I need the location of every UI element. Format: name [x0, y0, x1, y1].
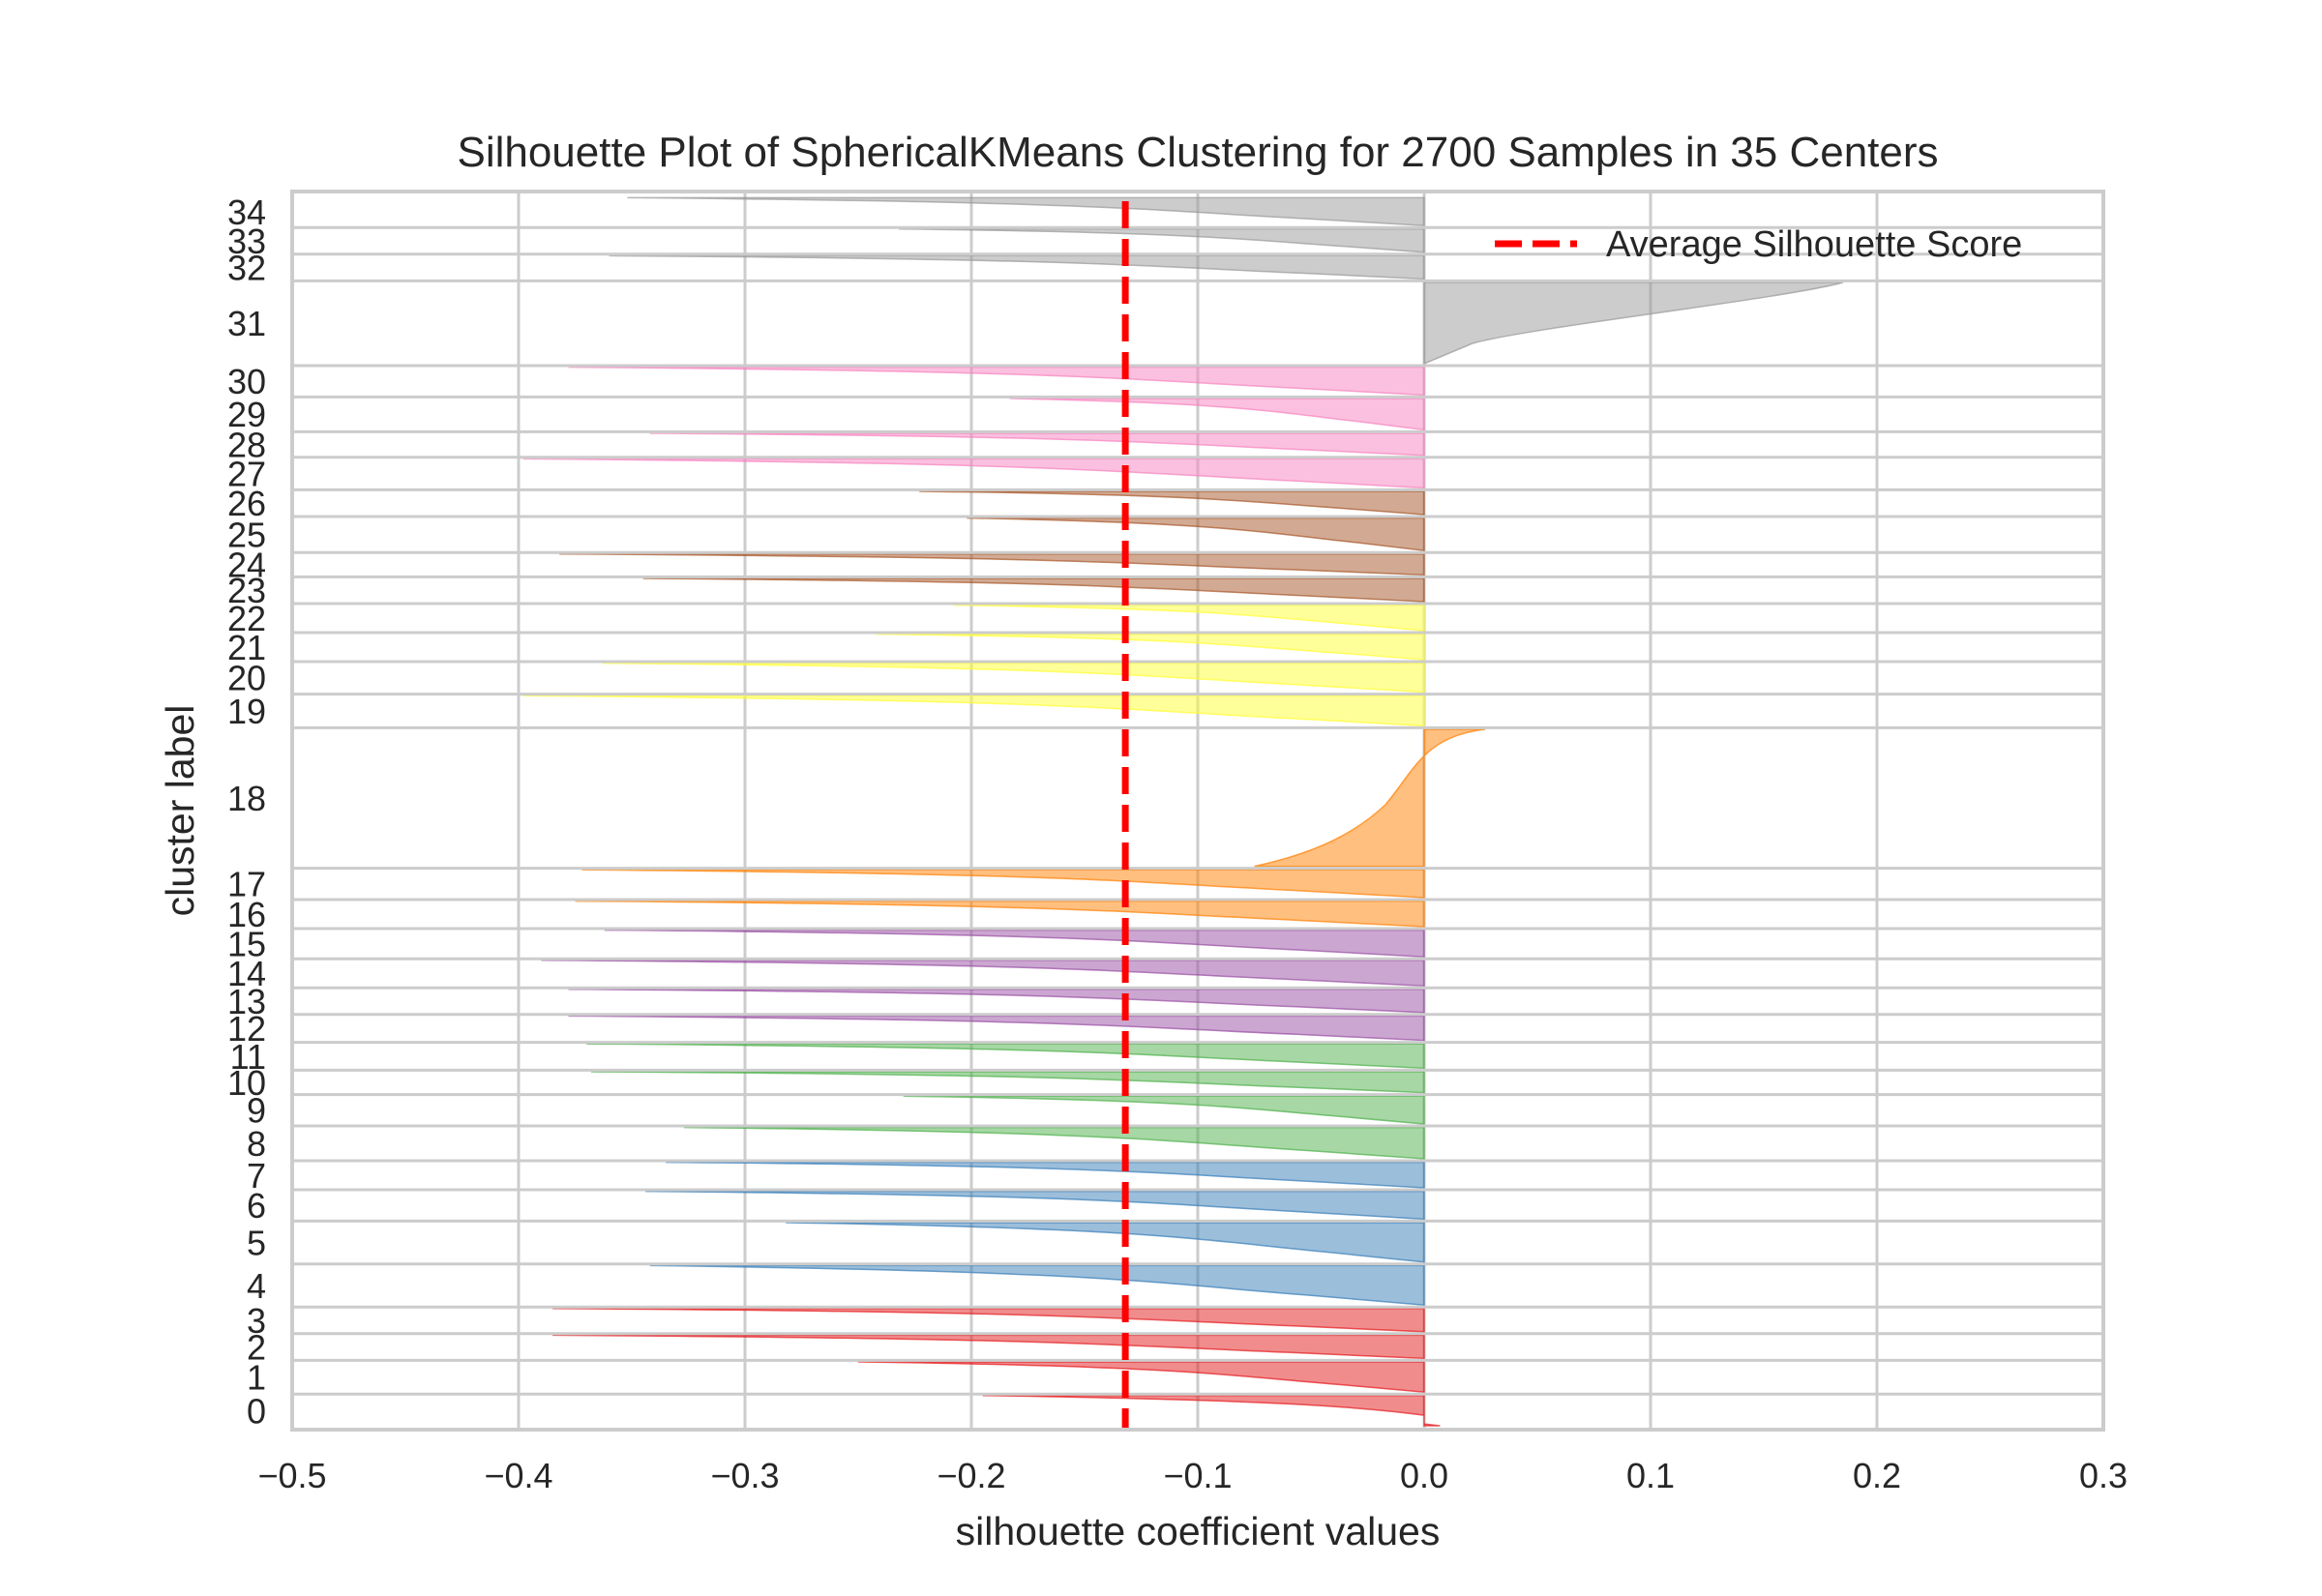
y-tick-label-cluster-31: 31 — [227, 304, 266, 343]
y-tick-label-cluster-9: 9 — [247, 1091, 266, 1131]
y-tick-label-cluster-10: 10 — [227, 1063, 266, 1103]
y-tick-label-cluster-27: 27 — [227, 454, 266, 493]
y-tick-label-cluster-11: 11 — [230, 1037, 266, 1077]
y-tick-label-cluster-3: 3 — [247, 1301, 266, 1341]
x-tick-label: −0.2 — [937, 1456, 1005, 1495]
y-tick-label-cluster-24: 24 — [227, 546, 266, 585]
silhouette-area-cluster-24 — [559, 553, 1425, 576]
silhouette-area-cluster-21 — [876, 633, 1425, 661]
silhouette-area-cluster-18 — [1254, 728, 1486, 868]
y-tick-label-cluster-30: 30 — [227, 362, 266, 401]
y-tick-label-cluster-34: 34 — [227, 192, 266, 232]
y-tick-label-cluster-7: 7 — [247, 1156, 266, 1196]
x-tick-label: −0.1 — [1163, 1456, 1232, 1495]
silhouette-area-cluster-12 — [568, 1015, 1425, 1042]
silhouette-area-cluster-31 — [1423, 281, 1844, 366]
silhouette-area-cluster-20 — [602, 662, 1425, 694]
silhouette-area-cluster-33 — [899, 228, 1425, 253]
silhouette-area-cluster-22 — [953, 604, 1425, 632]
legend-label: Average Silhouette Score — [1606, 224, 2022, 265]
y-tick-label-cluster-19: 19 — [227, 692, 266, 731]
y-tick-label-cluster-1: 1 — [247, 1358, 266, 1398]
y-tick-label-cluster-28: 28 — [227, 425, 266, 464]
y-tick-label-cluster-32: 32 — [227, 248, 266, 287]
silhouette-area-cluster-5 — [786, 1222, 1425, 1263]
silhouette-area-cluster-16 — [575, 900, 1425, 928]
silhouette-area-cluster-19 — [522, 695, 1425, 727]
silhouette-area-cluster-0 — [982, 1395, 1441, 1427]
silhouette-area-cluster-25 — [967, 517, 1425, 552]
x-tick-labels: −0.5 −0.4 −0.3 −0.2 −0.1 0.0 0.1 0.2 0.3 — [257, 1456, 2128, 1495]
y-tick-label-cluster-8: 8 — [247, 1124, 266, 1164]
silhouette-area-cluster-34 — [627, 196, 1425, 226]
silhouette-area-cluster-10 — [590, 1071, 1425, 1094]
silhouette-area-cluster-4 — [649, 1264, 1425, 1307]
silhouette-area-cluster-28 — [649, 432, 1425, 457]
legend: Average Silhouette Score — [1495, 224, 2022, 265]
silhouette-area-cluster-32 — [609, 254, 1425, 281]
plot-border — [290, 190, 2105, 1432]
silhouette-area-cluster-2 — [552, 1334, 1425, 1360]
y-tick-label-cluster-16: 16 — [227, 895, 266, 934]
silhouette-area-cluster-9 — [903, 1095, 1425, 1125]
y-tick-label-cluster-20: 20 — [227, 659, 266, 698]
silhouette-area-cluster-6 — [645, 1190, 1425, 1221]
y-tick-label-cluster-12: 12 — [227, 1009, 266, 1049]
silhouette-area-cluster-26 — [919, 490, 1425, 516]
y-tick-label-cluster-5: 5 — [247, 1223, 266, 1262]
silhouette-area-cluster-17 — [581, 869, 1425, 899]
y-tick-label-cluster-22: 22 — [227, 599, 266, 638]
silhouette-area-cluster-29 — [1009, 398, 1425, 431]
y-tick-label-cluster-13: 13 — [227, 982, 266, 1021]
silhouette-area-cluster-23 — [642, 577, 1425, 603]
silhouette-area-cluster-27 — [522, 458, 1425, 489]
x-tick-label: 0.1 — [1626, 1456, 1675, 1495]
y-tick-label-cluster-25: 25 — [227, 515, 266, 554]
y-tick-label-cluster-4: 4 — [247, 1266, 266, 1306]
y-tick-label-cluster-21: 21 — [227, 628, 266, 667]
silhouette-area-cluster-7 — [666, 1161, 1425, 1189]
silhouette-area-cluster-13 — [568, 989, 1425, 1014]
silhouette-area-cluster-15 — [604, 929, 1425, 958]
chart-title: Silhouette Plot of SphericalKMeans Clust… — [457, 129, 1938, 176]
y-tick-label-cluster-29: 29 — [227, 395, 266, 434]
y-tick-label-cluster-0: 0 — [247, 1391, 266, 1431]
y-tick-label-cluster-23: 23 — [227, 571, 266, 610]
y-tick-label-cluster-2: 2 — [247, 1327, 266, 1367]
silhouette-area-cluster-8 — [683, 1126, 1425, 1160]
x-tick-label: 0.0 — [1400, 1456, 1448, 1495]
silhouette-area-cluster-3 — [552, 1308, 1425, 1333]
silhouette-area-cluster-11 — [586, 1043, 1425, 1070]
y-tick-labels: 0123456789101112131415161718192021222324… — [227, 192, 266, 1432]
y-axis-title: cluster label — [158, 705, 202, 917]
y-tick-label-cluster-17: 17 — [227, 865, 266, 904]
x-tick-label: −0.4 — [484, 1456, 552, 1495]
x-tick-label: −0.5 — [257, 1456, 326, 1495]
x-axis-title: silhouette coefficient values — [956, 1509, 1441, 1553]
y-tick-label-cluster-15: 15 — [227, 924, 266, 963]
y-tick-label-cluster-33: 33 — [227, 222, 266, 261]
silhouette-area-cluster-1 — [857, 1361, 1425, 1394]
x-tick-label: −0.3 — [710, 1456, 779, 1495]
y-tick-label-cluster-6: 6 — [247, 1186, 266, 1226]
x-tick-label: 0.2 — [1853, 1456, 1901, 1495]
y-tick-label-cluster-26: 26 — [227, 484, 266, 523]
silhouette-areas — [522, 196, 1844, 1427]
silhouette-area-cluster-30 — [568, 366, 1425, 397]
y-tick-label-cluster-18: 18 — [227, 779, 266, 818]
silhouette-area-cluster-14 — [541, 960, 1425, 987]
y-tick-label-cluster-14: 14 — [227, 954, 266, 993]
x-tick-label: 0.3 — [2079, 1456, 2128, 1495]
cluster-separators — [292, 225, 2103, 1396]
